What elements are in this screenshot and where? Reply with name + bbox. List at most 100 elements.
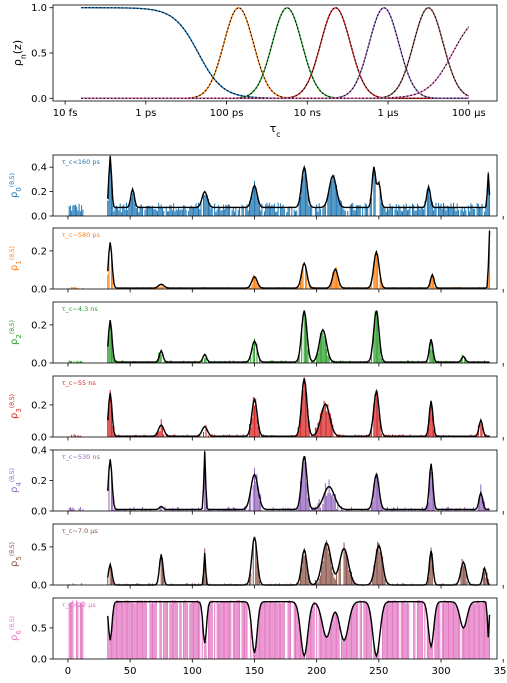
bar-3-74 xyxy=(159,431,161,437)
bar-1-252 xyxy=(380,281,382,289)
bar-4-245 xyxy=(372,502,374,511)
bar-2-320 xyxy=(465,359,467,363)
bar-0-98 xyxy=(189,207,191,216)
bar-6-48 xyxy=(127,599,129,659)
bar-0-120 xyxy=(216,209,218,216)
bar-0-140 xyxy=(241,204,243,216)
bar-2-192 xyxy=(306,324,308,363)
bar-2-32 xyxy=(107,346,109,363)
bar-6-211 xyxy=(329,625,331,659)
bar-0-7 xyxy=(76,206,78,216)
bar-0-333 xyxy=(481,203,483,216)
bar-3-243 xyxy=(369,433,371,437)
bar-0-260 xyxy=(390,206,392,216)
bar-0-191 xyxy=(304,168,306,216)
bar-6-328 xyxy=(475,603,477,659)
bar-2-5 xyxy=(73,361,75,363)
bar-2-292 xyxy=(430,342,432,363)
bar-5-270 xyxy=(403,583,405,585)
bar-4-253 xyxy=(382,508,384,511)
bar-4-114 xyxy=(209,510,211,511)
bar-6-63 xyxy=(145,602,147,659)
bar-6-306 xyxy=(448,601,449,659)
bar-0-60 xyxy=(142,206,144,216)
bar-0-173 xyxy=(282,204,284,216)
bar-0-5 xyxy=(73,205,75,216)
bar-4-63 xyxy=(145,509,147,511)
bar-0-111 xyxy=(205,195,207,216)
bar-3-247 xyxy=(374,394,376,437)
panel-4-ytick-label-2: 0.4 xyxy=(31,446,47,457)
bar-0-232 xyxy=(355,205,357,216)
bar-4-293 xyxy=(431,473,433,511)
bar-1-38 xyxy=(114,287,116,289)
bar-0-239 xyxy=(364,202,366,216)
bar-4-5 xyxy=(73,509,75,511)
bar-6-263 xyxy=(394,600,396,659)
bar-4-289 xyxy=(426,504,428,511)
bar-6-111 xyxy=(205,634,207,659)
bar-6-82 xyxy=(169,602,171,659)
bar-5-95 xyxy=(185,583,187,585)
bar-2-36 xyxy=(112,344,114,363)
series-dotted-6 xyxy=(81,26,470,99)
bar-0-272 xyxy=(405,203,407,216)
bar-6-161 xyxy=(267,603,269,659)
bar-6-182 xyxy=(293,603,295,659)
bar-0-150 xyxy=(253,180,255,216)
bar-0-246 xyxy=(373,168,375,216)
bar-6-157 xyxy=(262,602,264,659)
bar-5-55 xyxy=(135,583,137,585)
bar-0-292 xyxy=(430,199,432,216)
bar-5-170 xyxy=(278,583,280,585)
bar-0-294 xyxy=(433,210,435,216)
bar-2-293 xyxy=(431,349,433,363)
bar-0-219 xyxy=(339,200,341,216)
bar-2-152 xyxy=(256,343,258,363)
bar-6-33 xyxy=(108,631,110,659)
bar-4-213 xyxy=(332,493,334,511)
bar-6-158 xyxy=(263,602,265,659)
bar-5-200 xyxy=(316,583,318,585)
bar-5-209 xyxy=(327,548,329,585)
bar-6-333 xyxy=(481,603,483,659)
bar-6-58 xyxy=(139,600,141,659)
bar-1-187 xyxy=(300,282,301,289)
bar-0-309 xyxy=(451,207,453,216)
bar-3-291 xyxy=(429,409,431,437)
bar-6-162 xyxy=(268,600,270,659)
bar-0-243 xyxy=(369,198,371,216)
bar-6-298 xyxy=(438,602,440,659)
bar-0-324 xyxy=(470,203,472,216)
bar-3-77 xyxy=(163,434,165,437)
bar-3-294 xyxy=(433,429,435,437)
bar-6-258 xyxy=(388,600,390,659)
bar-0-184 xyxy=(296,210,298,216)
bar-3-36 xyxy=(112,425,114,437)
bar-6-239 xyxy=(364,602,366,659)
panel-0-ytick-label-0: 0.0 xyxy=(31,212,47,223)
bar-0-304 xyxy=(445,210,447,216)
bar-0-69 xyxy=(153,209,155,216)
bar-4-108 xyxy=(201,509,203,511)
bar-4-195 xyxy=(309,509,311,511)
bar-4-67 xyxy=(150,510,152,511)
bar-6-83 xyxy=(170,603,172,659)
bar-4-279 xyxy=(414,509,416,511)
bar-6-135 xyxy=(235,602,237,659)
panel-4-ylabel: ρ4(θ,S) xyxy=(9,468,24,493)
bar-0-221 xyxy=(342,205,344,216)
bar-4-137 xyxy=(237,509,239,511)
bar-2-108 xyxy=(201,360,203,363)
bar-4-191 xyxy=(304,456,306,511)
bar-6-126 xyxy=(224,601,226,659)
bar-6-123 xyxy=(220,602,222,659)
bar-6-218 xyxy=(338,621,340,659)
bar-3-70 xyxy=(154,435,156,437)
bar-4-217 xyxy=(337,501,339,511)
bar-5-35 xyxy=(110,568,112,585)
bar-0-161 xyxy=(267,205,269,216)
bar-3-333 xyxy=(481,422,483,437)
bar-6-312 xyxy=(455,606,457,659)
bar-6-178 xyxy=(288,600,290,659)
